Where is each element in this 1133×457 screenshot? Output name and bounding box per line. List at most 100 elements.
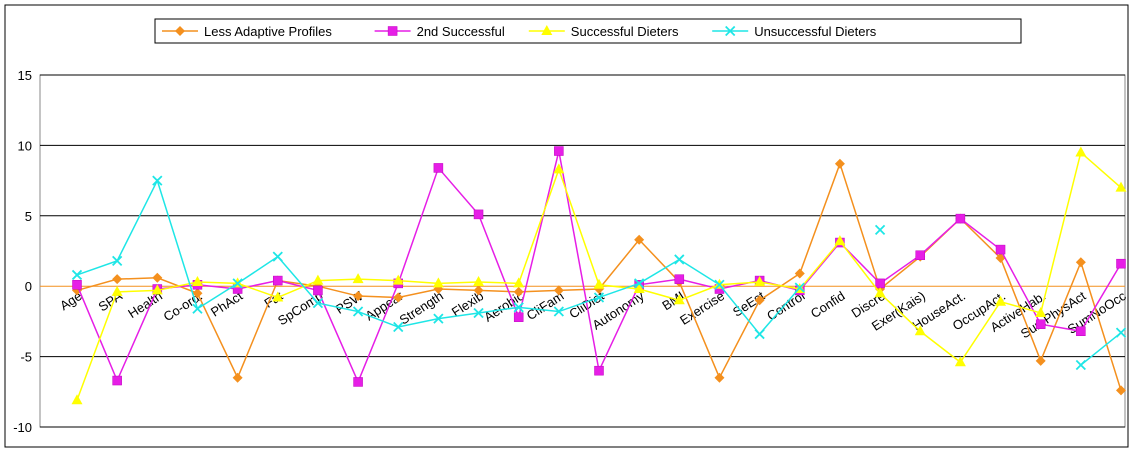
marker [794,268,805,279]
marker [754,328,765,340]
legend-label: 2nd Successful [417,24,505,39]
marker [954,356,966,367]
y-tick-label: -5 [20,350,32,365]
marker [914,325,926,336]
marker [433,313,444,324]
marker [152,272,163,283]
legend-marker [725,25,736,37]
marker [955,213,966,224]
marker [995,244,1006,255]
marker [192,288,203,299]
marker [1116,385,1126,396]
marker [754,275,766,286]
marker [313,285,323,296]
marker [553,306,564,317]
marker [1075,359,1086,371]
marker [112,375,122,386]
marker [72,280,82,290]
marker [513,302,524,313]
marker [634,234,645,245]
marker [874,287,886,298]
y-tick-label: -10 [13,420,32,435]
marker [432,277,444,288]
legend-marker [387,26,398,36]
marker [513,312,524,322]
marker [232,278,243,289]
marker [553,285,564,296]
marker [151,284,163,295]
marker [1076,326,1086,337]
marker [232,372,243,383]
marker [874,224,886,236]
marker [1035,355,1046,366]
legend-box [154,18,1022,44]
marker [834,235,846,246]
marker [834,158,845,169]
marker [352,306,364,317]
marker [673,294,685,305]
marker [112,255,123,266]
marker [554,146,564,156]
marker [473,285,484,296]
marker [634,278,645,289]
y-tick-label: 15 [18,68,32,83]
legend-label: Unsuccessful Dieters [754,24,877,39]
marker [633,283,645,294]
marker [111,285,123,296]
marker [393,321,404,333]
marker [71,269,83,281]
marker [473,307,484,319]
marker [1035,319,1046,329]
marker [192,303,203,314]
marker [593,292,605,303]
marker [393,292,404,303]
marker [794,282,805,293]
marker [112,274,123,285]
marker [191,275,203,286]
legend-marker [541,25,553,35]
marker [71,394,83,405]
marker [754,295,765,306]
marker [674,274,685,284]
marker [714,279,725,290]
legend-label: Successful Dieters [571,24,679,39]
marker [392,274,404,285]
marker [1115,181,1127,192]
marker [312,274,324,285]
marker [995,295,1007,306]
marker [353,291,364,302]
marker [352,273,364,284]
marker [272,251,283,262]
marker [593,278,605,289]
marker [594,365,604,376]
marker [353,377,363,387]
marker [1115,327,1127,338]
y-tick-label: 0 [25,279,32,294]
legend-label: Less Adaptive Profiles [204,24,332,39]
marker [995,253,1006,264]
y-tick-label: 5 [25,209,32,224]
marker [273,275,283,286]
plot-area [39,74,1126,428]
series-line [1080,332,1122,366]
marker [1075,257,1086,268]
marker [272,291,284,302]
marker [513,286,524,297]
marker [473,275,485,286]
marker [674,254,685,265]
legend-marker [175,26,185,36]
marker [312,297,324,309]
marker [152,175,163,186]
marker [714,372,725,383]
marker [1035,306,1047,317]
y-tick-label: 10 [18,138,32,153]
marker [1075,146,1087,157]
marker [473,209,484,220]
marker [1116,258,1126,269]
marker [875,278,885,289]
marker [513,277,525,288]
marker [433,163,444,173]
marker [553,163,565,174]
marker [915,250,925,260]
